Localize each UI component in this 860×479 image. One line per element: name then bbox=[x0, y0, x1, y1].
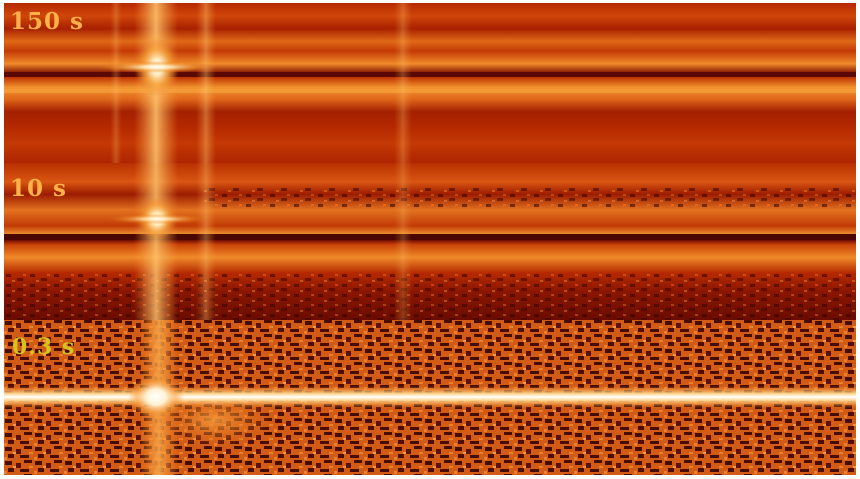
exposure-label-10s: 10 s bbox=[10, 175, 67, 202]
panel-image-short bbox=[4, 320, 856, 475]
exposure-panel-10s bbox=[4, 163, 856, 320]
exposure-panel-150s bbox=[4, 3, 856, 163]
spectrogram-figure: 150 s 10 s 0.3 s bbox=[4, 3, 856, 475]
exposure-label-0-3s: 0.3 s bbox=[12, 334, 76, 360]
exposure-label-150s: 150 s bbox=[10, 8, 84, 35]
exposure-panel-0-3s bbox=[4, 320, 856, 475]
panel-image-long bbox=[4, 3, 856, 163]
panel-image-medium bbox=[4, 163, 856, 320]
